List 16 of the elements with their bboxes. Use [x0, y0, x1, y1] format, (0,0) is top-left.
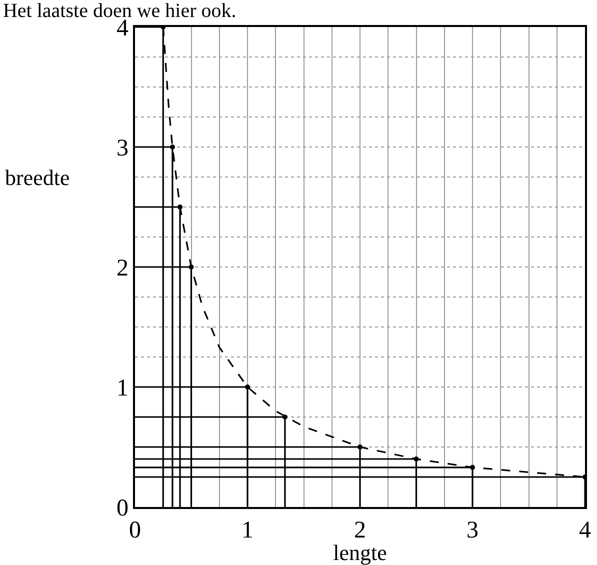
point: [178, 204, 182, 210]
point: [358, 444, 362, 450]
y-axis-title: breedte: [5, 165, 70, 190]
y-tick-label: 3: [116, 135, 128, 162]
x-tick-label: 1: [242, 518, 254, 544]
y-tick-label: 0: [116, 495, 128, 522]
x-tick-label: 3: [466, 518, 478, 544]
y-tick-label: 1: [116, 375, 128, 402]
point: [245, 384, 250, 390]
point: [170, 144, 175, 150]
y-tick-label: 2: [116, 255, 128, 282]
point: [282, 414, 288, 420]
point: [188, 264, 194, 270]
point: [470, 464, 475, 470]
point: [414, 456, 419, 462]
x-tick-label: 4: [579, 518, 591, 544]
